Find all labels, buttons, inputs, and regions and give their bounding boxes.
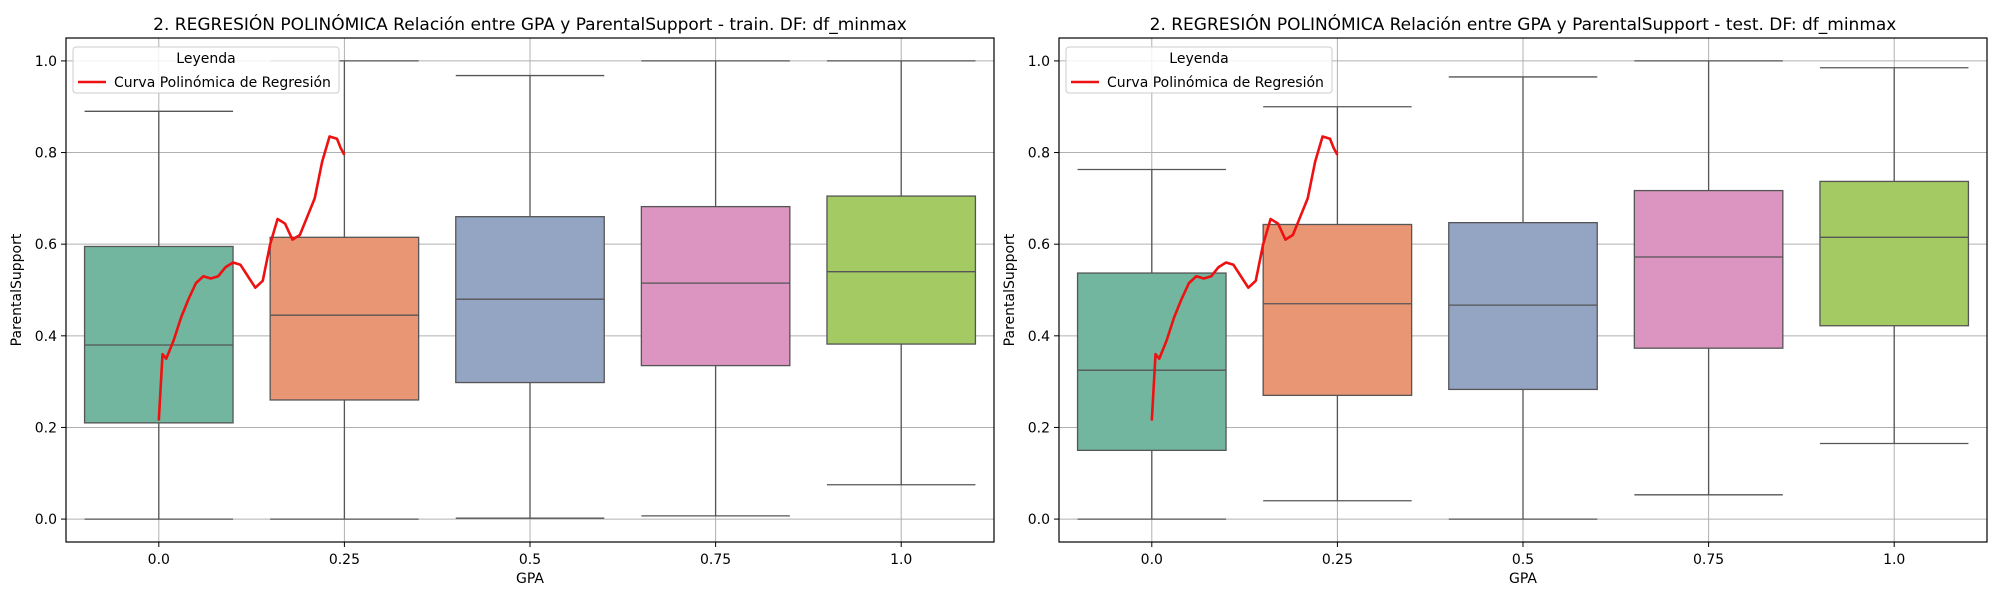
chart-1-y-axis-label: ParentalSupport xyxy=(9,233,25,346)
chart-panel-1: 0.0 0.2 0.4 0.6 0.8 1.0 0.0 0.25 0.5 0.75 1.0 2. RE… xyxy=(9,13,994,587)
chart-1-x-tick-label: 0.75 xyxy=(700,552,731,568)
chart-2-x-tick-label: 0.5 xyxy=(1512,552,1534,568)
box-iqr xyxy=(827,196,975,344)
chart-1-box-0 xyxy=(85,111,233,519)
chart-2-box-0 xyxy=(1078,169,1226,519)
chart-1-title: 2. REGRESIÓN POLINÓMICA Relación entre G… xyxy=(153,13,907,35)
chart-2-x-axis-label: GPA xyxy=(1509,571,1537,587)
chart-1-x-tick-label: 0.25 xyxy=(329,552,360,568)
chart-2-x-tick-label: 0.0 xyxy=(1141,552,1163,568)
chart-1-box-3 xyxy=(641,61,789,516)
chart-1-x-tick-label: 1.0 xyxy=(890,552,912,568)
chart-2-legend: Leyenda Curva Polinómica de Regresión xyxy=(1066,47,1332,93)
legend-entry-label: Curva Polinómica de Regresión xyxy=(114,75,331,91)
chart-1-y-tick-label: 0.6 xyxy=(35,237,57,253)
chart-1-y-tick-label: 0.8 xyxy=(35,146,57,162)
box-iqr xyxy=(1078,273,1226,450)
chart-1-box-1 xyxy=(270,61,418,519)
chart-2-y-axis-label: ParentalSupport xyxy=(1002,233,1018,346)
chart-2-y-tick-label: 0.2 xyxy=(1028,420,1050,436)
box-iqr xyxy=(85,246,233,422)
chart-1-legend: Leyenda Curva Polinómica de Regresión xyxy=(73,47,339,93)
chart-2-y-tick-label: 1.0 xyxy=(1028,54,1050,70)
chart-1-box-2 xyxy=(456,76,604,519)
chart-1-y-tick-label: 0.4 xyxy=(35,329,57,345)
chart-2-y-tick-label: 0.4 xyxy=(1028,329,1050,345)
box-iqr xyxy=(1634,191,1782,349)
chart-1-x-tick-label: 0.0 xyxy=(148,552,170,568)
box-iqr xyxy=(1820,181,1968,325)
box-iqr xyxy=(1263,224,1411,395)
chart-2-y-tick-label: 0.0 xyxy=(1028,512,1050,528)
chart-1-x-axis-label: GPA xyxy=(516,571,544,587)
chart-2-box-1 xyxy=(1263,107,1411,501)
chart-1-y-tick-label: 0.2 xyxy=(35,420,57,436)
box-iqr xyxy=(270,237,418,400)
chart-2-y-tick-label: 0.6 xyxy=(1028,237,1050,253)
legend-title: Leyenda xyxy=(176,51,235,67)
chart-2-x-tick-label: 0.75 xyxy=(1693,552,1724,568)
chart-1-box-4 xyxy=(827,61,975,485)
chart-panel-2: 0.0 0.2 0.4 0.6 0.8 1.0 0.0 0.25 0.5 0.75 1.0 2. RE… xyxy=(1002,13,1987,587)
chart-2-box-2 xyxy=(1449,77,1597,519)
box-iqr xyxy=(1449,223,1597,390)
chart-2-y-tick-label: 0.8 xyxy=(1028,146,1050,162)
chart-2-x-tick-label: 1.0 xyxy=(1883,552,1905,568)
chart-1-y-tick-label: 1.0 xyxy=(35,54,57,70)
box-iqr xyxy=(641,207,789,366)
chart-1-y-tick-label: 0.0 xyxy=(35,512,57,528)
chart-1-x-tick-label: 0.5 xyxy=(519,552,541,568)
legend-title: Leyenda xyxy=(1169,51,1228,67)
chart-2-x-tick-label: 0.25 xyxy=(1322,552,1353,568)
chart-2-box-4 xyxy=(1820,68,1968,444)
chart-2-box-3 xyxy=(1634,61,1782,495)
legend-entry-label: Curva Polinómica de Regresión xyxy=(1107,75,1324,91)
chart-2-title: 2. REGRESIÓN POLINÓMICA Relación entre G… xyxy=(1150,13,1897,35)
